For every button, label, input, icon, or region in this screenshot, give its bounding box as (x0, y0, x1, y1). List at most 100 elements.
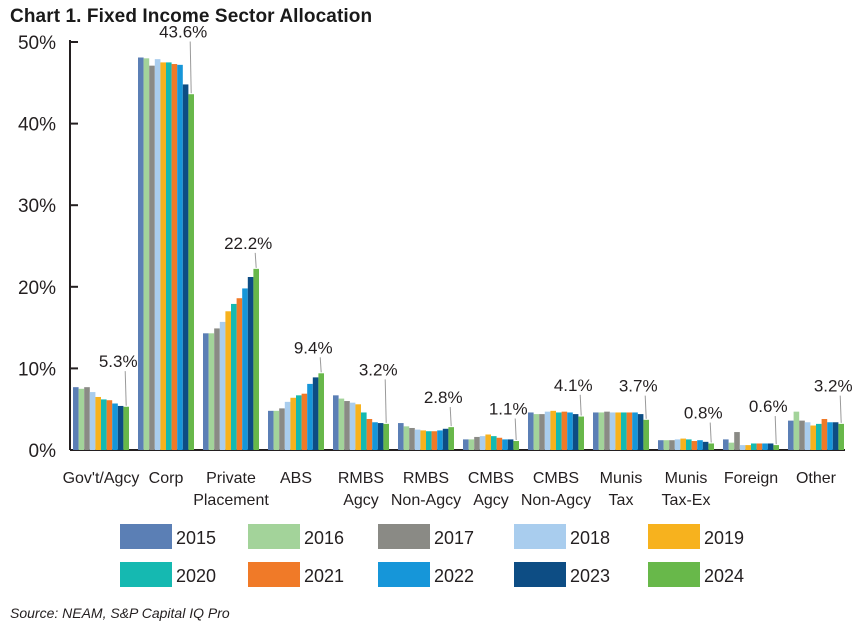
bar-2019 (95, 396, 101, 450)
bar-2016 (143, 58, 150, 450)
bar-2024 (513, 441, 519, 450)
data-label-leader (449, 407, 452, 427)
legend-swatch-2018 (514, 524, 566, 549)
bar-2016 (598, 412, 605, 450)
bar-2019 (550, 410, 556, 450)
bar-2020 (621, 412, 627, 450)
bar-2021 (366, 418, 373, 450)
y-tick-label: 20% (18, 278, 56, 299)
bar-2022 (502, 439, 508, 450)
bar-2015 (658, 440, 664, 450)
legend-swatch-2024 (648, 562, 700, 587)
bar-2020 (231, 303, 237, 450)
bar-2018 (544, 411, 551, 450)
bar-2019 (680, 438, 686, 450)
bar-2022 (827, 422, 833, 450)
bar-2021 (561, 411, 568, 450)
x-tick-label: CMBS (468, 470, 514, 487)
bar-2015 (528, 412, 534, 450)
bar-2024 (578, 416, 584, 450)
data-label-leader (189, 41, 192, 94)
legend-swatch-2016 (248, 524, 300, 549)
legend-swatch-2023 (514, 562, 566, 587)
bar-2018 (479, 436, 486, 450)
bar-2024 (708, 443, 714, 450)
bar-2020 (166, 62, 172, 451)
bar-2021 (821, 418, 828, 450)
x-tick-label: Other (796, 470, 837, 487)
data-label: 4.1% (554, 376, 593, 395)
bar-2022 (112, 403, 118, 450)
bar-2017 (214, 328, 220, 450)
bar-2019 (160, 62, 166, 451)
bar-2024 (318, 373, 324, 450)
bar-2016 (793, 411, 800, 450)
bar-2016 (663, 440, 670, 450)
bar-2017 (344, 401, 350, 450)
data-label-leader (579, 394, 582, 416)
bar-2018 (739, 445, 746, 450)
bar-2019 (420, 430, 426, 450)
x-tick-label: Corp (149, 470, 184, 487)
bar-2015 (268, 410, 274, 450)
bar-2017 (604, 411, 610, 450)
y-tick-label: 30% (18, 196, 56, 217)
legend-label-2022: 2022 (434, 566, 474, 586)
legend-label-2015: 2015 (176, 528, 216, 548)
bar-2024 (773, 445, 779, 450)
data-label-leader (319, 357, 322, 373)
bar-2017 (84, 387, 90, 450)
data-label: 1.1% (489, 399, 528, 418)
bar-2022 (567, 412, 573, 450)
bar-2018 (284, 401, 291, 450)
bar-2019 (745, 445, 751, 450)
data-label: 0.8% (684, 404, 723, 423)
bar-2019 (355, 404, 361, 450)
bar-2023 (377, 423, 384, 450)
data-label: 5.3% (99, 352, 138, 371)
x-tick-label: Tax (609, 492, 634, 509)
bar-2023 (507, 439, 514, 450)
x-tick-label: CMBS (533, 470, 579, 487)
bar-2018 (154, 59, 161, 450)
bar-2023 (702, 441, 709, 450)
bar-2021 (756, 443, 763, 450)
legend-label-2024: 2024 (704, 566, 744, 586)
y-tick-label: 40% (18, 115, 56, 136)
bar-2015 (788, 420, 794, 450)
bar-2022 (177, 64, 183, 450)
bar-2020 (491, 436, 497, 450)
data-label: 9.4% (294, 338, 333, 357)
data-label: 3.2% (814, 377, 852, 396)
x-tick-label: Placement (193, 492, 269, 509)
bar-2023 (442, 428, 449, 450)
bar-2018 (674, 439, 681, 450)
legend-swatch-2020 (120, 562, 172, 587)
x-tick-label: RMBS (403, 470, 449, 487)
bar-2016 (403, 426, 410, 450)
bar-2016 (208, 333, 215, 450)
bar-2024 (383, 423, 389, 450)
bar-2019 (290, 397, 296, 450)
bar-2018 (414, 429, 421, 450)
bar-2024 (123, 406, 129, 450)
bar-2023 (637, 414, 644, 450)
bar-2017 (474, 436, 480, 450)
bar-2016 (78, 388, 85, 450)
bar-2020 (101, 399, 107, 450)
bar-2021 (431, 431, 438, 450)
bar-2022 (307, 383, 313, 450)
bar-2018 (219, 321, 226, 450)
data-label-leader (709, 422, 712, 443)
bar-2018 (609, 412, 616, 450)
bar-2022 (372, 422, 378, 450)
bar-2015 (398, 423, 404, 450)
bar-2024 (838, 423, 844, 450)
data-label-leader (839, 395, 842, 423)
x-tick-label: Gov't/Agcy (63, 470, 140, 487)
bar-2020 (816, 423, 822, 450)
bar-2020 (751, 443, 757, 450)
x-tick-label: Agcy (473, 492, 509, 509)
legend-label-2020: 2020 (176, 566, 216, 586)
bar-2019 (615, 412, 621, 450)
